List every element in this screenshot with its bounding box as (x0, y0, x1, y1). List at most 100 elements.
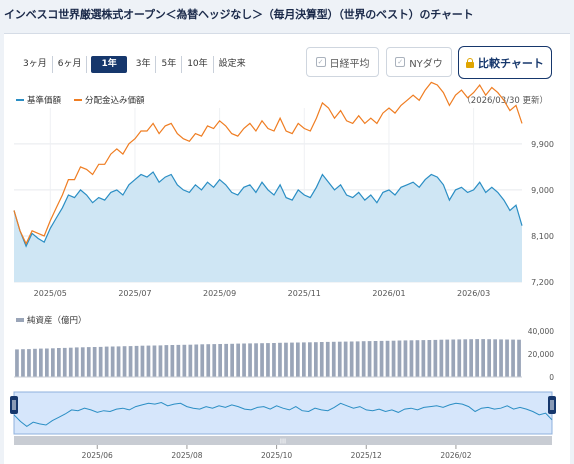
legend-nav: 基準価額 (16, 94, 61, 106)
asset-bar (158, 345, 163, 377)
asset-bar (343, 341, 348, 377)
period-3y[interactable]: 3年 (131, 56, 157, 73)
nydow-label: NYダウ (409, 58, 443, 70)
x-tick-label: 2026/01 (372, 289, 405, 298)
asset-bar (45, 348, 49, 377)
asset-bar (445, 339, 450, 377)
nikkei-toggle[interactable]: ✓ 日経平均 (306, 47, 379, 77)
asset-bar (164, 345, 169, 377)
asset-bar (206, 344, 211, 377)
asset-bar (385, 340, 390, 377)
x-tick-label: 2026/03 (457, 289, 490, 298)
navigator-scrollbar (14, 436, 552, 445)
legend-dividend: 分配金込み価額 (74, 94, 145, 106)
asset-bar (409, 340, 414, 377)
checkbox-icon: ✓ (315, 57, 326, 67)
asset-bar (296, 342, 300, 377)
asset-bar (290, 342, 294, 377)
asset-bar (284, 342, 288, 377)
navigator-tick-label: 2025/08 (171, 451, 202, 460)
asset-bar (457, 339, 462, 377)
asset-bar (170, 345, 175, 377)
compare-chart-button[interactable]: 比較チャート (458, 46, 552, 79)
asset-bar (308, 342, 312, 377)
asset-bar (439, 339, 444, 377)
navigator-handle-right[interactable] (548, 396, 556, 414)
asset-bar (230, 343, 235, 377)
asset-bar (319, 342, 324, 377)
asset-bar (248, 343, 252, 377)
legend-dividend-label: 分配金込み価額 (85, 96, 145, 106)
nav-series-line (13, 171, 523, 248)
lock-icon (466, 58, 475, 68)
navigator-handle-left[interactable] (10, 396, 18, 414)
compare-chart-label: 比較チャート (478, 56, 544, 70)
asset-bar (463, 339, 468, 377)
asset-bar (421, 340, 426, 377)
period-1y[interactable]: 1年 (91, 56, 127, 73)
nav-area-fill (14, 172, 522, 282)
asset-bar (337, 341, 342, 377)
asset-bar (152, 345, 157, 377)
asset-bar (433, 339, 438, 377)
bar-y-tick-label: 20,000 (528, 350, 554, 359)
y-tick-label: 9,900 (531, 140, 554, 149)
asset-bar (427, 340, 432, 377)
asset-bar (116, 346, 121, 377)
asset-bar (15, 349, 19, 377)
asset-bar (415, 340, 420, 377)
asset-bar (254, 343, 258, 377)
navigator-series-line (13, 401, 553, 428)
y-tick-label: 7,200 (531, 278, 554, 287)
period-3m[interactable]: 3ヶ月 (18, 56, 53, 73)
scrollbar-grip-icon: III (280, 438, 286, 446)
asset-bar (182, 344, 187, 377)
navigator-tick-label: 2025/12 (351, 451, 382, 460)
bar-y-tick-label: 0 (549, 373, 554, 382)
period-10y[interactable]: 10年 (182, 56, 214, 73)
asset-bar (21, 349, 25, 377)
period-since-inception[interactable]: 設定来 (218, 59, 246, 69)
period-selector: 3ヶ月 6ヶ月 1年 3年 5年 10年 設定来 (18, 56, 251, 73)
updated-date: （2026/03/30 更新） (462, 96, 548, 106)
asset-bar (194, 344, 199, 377)
y-tick-label: 9,000 (531, 186, 554, 195)
asset-bar (260, 343, 264, 377)
asset-bar (212, 344, 217, 377)
bar-y-tick-label: 40,000 (528, 327, 554, 336)
asset-bar (200, 344, 205, 377)
asset-bar (278, 342, 282, 377)
asset-bar (302, 342, 306, 377)
navigator-tick-label: 2026/02 (440, 451, 471, 460)
period-6m[interactable]: 6ヶ月 (53, 56, 88, 73)
x-tick-label: 2025/09 (203, 289, 236, 298)
asset-bar (331, 341, 336, 377)
x-tick-label: 2025/11 (288, 289, 321, 298)
asset-bar (128, 346, 133, 377)
nikkei-label: 日経平均 (329, 58, 370, 70)
legend-nav-swatch (16, 99, 24, 101)
dividend-series-line (13, 81, 523, 246)
asset-bar (68, 347, 73, 377)
asset-bar (266, 343, 270, 377)
chart-area: 9,900 9,000 8,100 7,200 2025/05 2025/07 2025/… (10, 81, 556, 460)
checkbox-icon: ✓ (395, 57, 406, 67)
asset-bar (499, 339, 503, 377)
page-title: インベスコ世界厳選株式オープン＜為替ヘッジなし＞（毎月決算型）（世界のベスト）の… (4, 8, 474, 21)
asset-bar (481, 339, 486, 377)
asset-bar (272, 343, 276, 377)
asset-bar (242, 343, 246, 377)
chart-panel: 3ヶ月 6ヶ月 1年 3年 5年 10年 設定来 ✓ 日経平均 ✓ NYダウ 比… (4, 33, 570, 464)
asset-bar (57, 348, 61, 377)
navigator-tick-label: 2025/06 (82, 451, 113, 460)
navigator-window (13, 391, 553, 435)
asset-bar (373, 341, 378, 377)
asset-bar (33, 348, 37, 377)
asset-bar (349, 341, 354, 377)
asset-bar (98, 346, 103, 377)
nydow-toggle[interactable]: ✓ NYダウ (386, 47, 452, 77)
x-tick-label: 2025/07 (118, 289, 151, 298)
period-5y[interactable]: 5年 (156, 56, 183, 73)
asset-bar (403, 340, 408, 377)
asset-bar (361, 341, 366, 377)
